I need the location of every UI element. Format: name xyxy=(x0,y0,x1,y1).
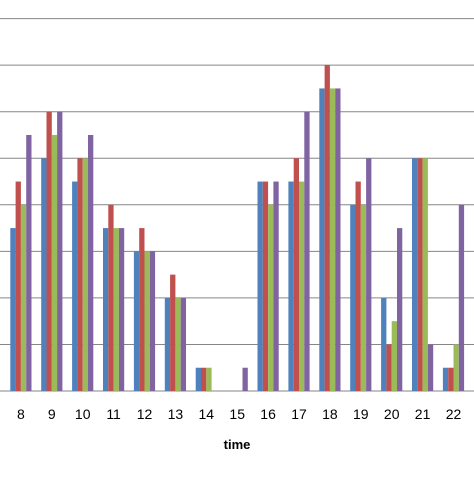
bar xyxy=(273,181,279,391)
bars xyxy=(10,65,465,392)
x-tick-label: 12 xyxy=(137,406,153,422)
bar xyxy=(442,367,449,391)
bar xyxy=(108,204,114,391)
bar xyxy=(360,204,367,391)
bar xyxy=(133,251,140,391)
bar xyxy=(366,158,372,391)
bar xyxy=(412,158,418,391)
bar xyxy=(288,181,294,391)
bar xyxy=(144,251,150,391)
bar xyxy=(82,158,88,391)
bar xyxy=(164,297,171,391)
bar xyxy=(397,228,403,391)
bar xyxy=(77,158,83,391)
bar xyxy=(335,88,341,391)
bar xyxy=(422,158,428,391)
bar xyxy=(113,228,119,391)
x-tick-label: 13 xyxy=(168,406,184,422)
x-tick-label: 17 xyxy=(291,406,307,422)
bar xyxy=(46,111,52,392)
bar xyxy=(15,181,21,391)
bar xyxy=(103,228,109,391)
bar xyxy=(458,204,465,391)
bar xyxy=(299,181,305,391)
bar xyxy=(262,181,269,391)
bar xyxy=(391,321,397,391)
bar xyxy=(293,158,299,391)
bar xyxy=(57,111,63,392)
x-tick-label: 8 xyxy=(17,406,25,422)
bar xyxy=(355,181,361,391)
bar xyxy=(175,297,181,391)
bar xyxy=(118,228,125,391)
bar xyxy=(20,204,27,391)
bar xyxy=(417,158,423,391)
x-axis-title: time xyxy=(224,437,251,452)
bar xyxy=(268,204,274,391)
bar xyxy=(26,134,32,392)
bar xyxy=(381,297,387,391)
x-tick-label: 9 xyxy=(48,406,56,422)
bar xyxy=(386,344,392,391)
x-tick-label: 22 xyxy=(446,406,462,422)
bar xyxy=(350,204,356,391)
bar xyxy=(453,344,459,391)
x-tick-label: 11 xyxy=(106,406,121,422)
bar xyxy=(448,367,454,391)
bar xyxy=(242,367,248,391)
bar xyxy=(170,274,176,391)
x-tick-label: 18 xyxy=(322,406,338,422)
x-tick-label: 14 xyxy=(199,406,215,422)
bar xyxy=(427,344,434,391)
bar xyxy=(324,65,330,392)
x-tick-label: 20 xyxy=(384,406,400,422)
bar xyxy=(10,228,16,391)
bar xyxy=(180,297,186,391)
bar xyxy=(139,228,145,391)
bar xyxy=(304,111,310,392)
bar xyxy=(329,88,336,391)
bar xyxy=(319,88,325,391)
bar xyxy=(88,134,94,392)
x-tick-label: 16 xyxy=(260,406,276,422)
bar xyxy=(257,181,263,391)
x-tick-label: 10 xyxy=(75,406,91,422)
x-tick-label: 19 xyxy=(353,406,369,422)
bar xyxy=(72,181,78,391)
bar xyxy=(201,367,207,391)
bar xyxy=(149,251,156,391)
x-tick-labels: 8 9 10 11 12 13 14 15 16 17 18 19 20 21 22 xyxy=(17,406,461,422)
x-tick-label: 21 xyxy=(415,406,431,422)
bar xyxy=(195,367,201,391)
x-tick-label: 15 xyxy=(229,406,245,422)
bar xyxy=(206,367,212,391)
bar xyxy=(51,134,58,392)
bar xyxy=(41,158,47,391)
